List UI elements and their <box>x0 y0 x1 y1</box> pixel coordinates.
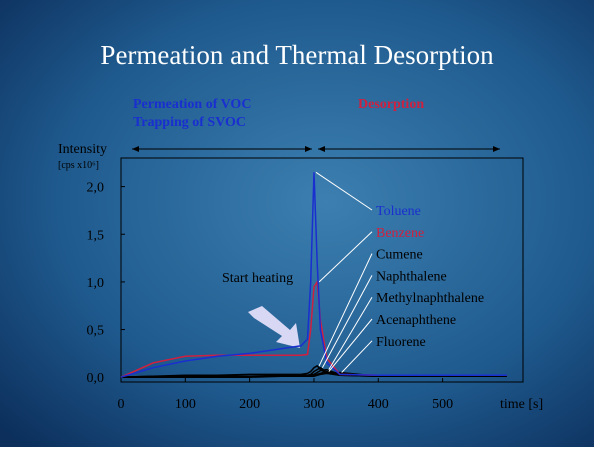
heating-arrow <box>248 306 300 348</box>
x-tick-label: 300 <box>303 397 324 412</box>
annotation: Permeation of VOC <box>133 97 251 112</box>
leader-line <box>318 231 373 283</box>
y-tick-label: 1,0 <box>87 276 105 291</box>
legend-label: Methylnaphthalene <box>376 291 484 306</box>
y-axis-label: Intensity <box>58 142 107 157</box>
legend-label: Benzene <box>376 226 424 241</box>
y-tick-label: 2,0 <box>87 181 105 196</box>
y-axis-unit: [cps x10⁶] <box>58 160 99 171</box>
x-tick-label: 200 <box>239 397 260 412</box>
x-tick-label: 100 <box>175 397 196 412</box>
y-tick-label: 0,5 <box>87 324 105 339</box>
x-axis-label: time [s] <box>500 397 543 412</box>
legend-label: Acenaphthene <box>376 313 456 328</box>
leader-line <box>321 275 373 368</box>
series-line <box>120 364 507 378</box>
annotation: Desorption <box>358 97 424 112</box>
title: Permeation and Thermal Desorption <box>100 40 494 70</box>
leader-line <box>328 296 373 370</box>
y-tick-label: 1,5 <box>87 228 105 243</box>
legend-label: Naphthalene <box>376 269 447 284</box>
leader-line <box>318 253 373 367</box>
x-tick-label: 0 <box>118 397 125 412</box>
x-tick-label: 500 <box>432 397 453 412</box>
annotation: Trapping of SVOC <box>133 115 246 130</box>
annotation: Start heating <box>222 271 293 286</box>
leader-line <box>341 340 373 373</box>
legend-label: Cumene <box>376 248 423 263</box>
leader-line <box>328 318 373 372</box>
legend-label: Toluene <box>376 204 421 219</box>
plot-frame <box>120 157 524 383</box>
legend-label: Fluorene <box>376 335 426 350</box>
x-tick-label: 400 <box>368 397 389 412</box>
y-tick-label: 0,0 <box>87 371 105 386</box>
leader-line <box>315 171 373 211</box>
series-line <box>120 172 507 378</box>
